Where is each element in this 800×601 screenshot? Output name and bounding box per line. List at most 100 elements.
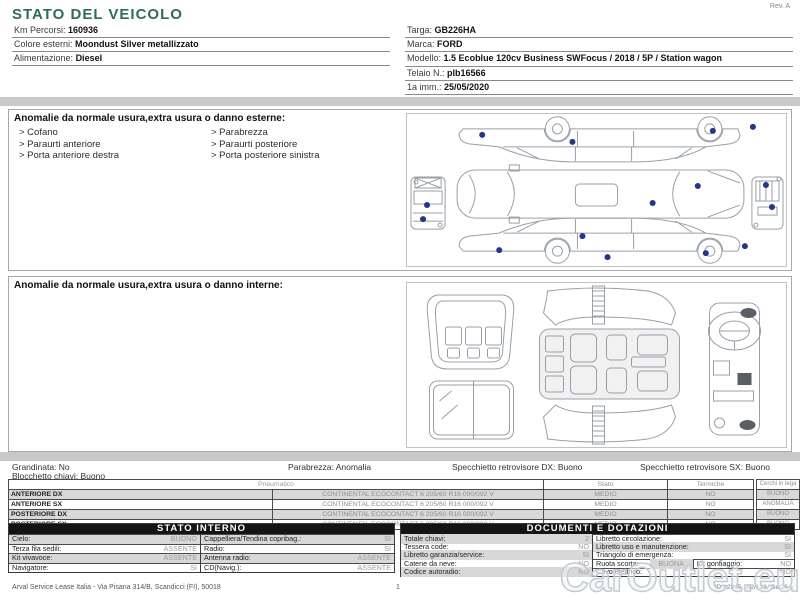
info-value: FORD	[437, 39, 463, 49]
info-label: 1a imm.:	[407, 82, 442, 92]
documenti-row: Totale chiavi: 2 Libretto circolazione: …	[401, 533, 794, 544]
field-value: NO	[578, 558, 589, 568]
col-header-termiche: Termiche	[696, 481, 725, 488]
field-value: ASSENTE	[163, 553, 198, 563]
info-label: Colore esterni:	[14, 39, 73, 49]
documenti-row: Libretto garanzia/service: SI Triangolo …	[401, 550, 794, 561]
tyre-row: ANTERIORE DX CONTINENTAL ECOCONTACT 6 20…	[8, 490, 754, 500]
field-label: Navigatore:	[12, 562, 49, 572]
footer-page-number: 1	[396, 584, 400, 591]
info-value: GB226HA	[434, 25, 477, 35]
tyre-stato: MEDIO	[544, 500, 668, 509]
tyre-row: POSTERIORE DX CONTINENTAL ECOCONTACT 6 2…	[8, 510, 754, 520]
vehicle-info-right: Targa: GB226HA Marca: FORD Modello: 1.5 …	[405, 24, 793, 95]
damage-item: > Porta posteriore sinistra	[211, 150, 320, 161]
field-label: Libretto circolazione:	[592, 533, 736, 544]
field-value: SI	[784, 550, 791, 560]
field-label: Terza fila sedili:	[12, 543, 62, 553]
vehicle-info-left: Km Percorsi: 160936 Colore esterni: Moon…	[12, 24, 390, 66]
info-label: Telaio N.:	[407, 68, 445, 78]
damage-item: > Porta anteriore destra	[19, 150, 120, 161]
col-header-pneumatico: Pneumatico	[9, 480, 544, 489]
internal-damage-section: Anomalie da normale usura,extra usura o …	[8, 276, 792, 452]
field-value: SI	[384, 543, 391, 553]
field-label: Triangolo di emergenza:	[592, 550, 736, 561]
info-row-marca: Marca: FORD	[405, 38, 793, 52]
info-value: Diesel	[75, 53, 103, 63]
damage-item: > Parabrezza	[211, 127, 268, 138]
stato-interno-row: Cielo: BUONO Cappelliera/Tendina copriba…	[9, 534, 394, 545]
summary-parabrezza: Parabrezza: Anomalia	[288, 462, 372, 472]
field-value: SI	[784, 533, 791, 543]
info-label: Marca:	[407, 39, 435, 49]
field-value: NO	[578, 542, 590, 552]
damage-item: > Cofano	[19, 127, 58, 138]
page-title: STATO DEL VEICOLO	[12, 6, 183, 23]
field-value: SI	[736, 542, 794, 553]
summary-blocchetto: Blocchetto chiavi: Buono	[12, 471, 106, 481]
tyre-stato: MEDIO	[544, 490, 668, 499]
tyre-position: ANTERIORE SX	[9, 500, 273, 509]
field-label: Cielo:	[12, 534, 31, 544]
field-label: Tessera code:	[404, 542, 449, 552]
stato-interno-row: Terza fila sedili: ASSENTE Radio: SI	[9, 543, 394, 554]
footer-company: Arval Service Lease Italia - Via Pisana …	[12, 584, 221, 591]
documenti-row: Tessera code: NO Libretto uso e manutenz…	[401, 542, 794, 553]
field-label: Cavo elettrico:	[592, 567, 736, 578]
summary-grandinata: Grandinata: No	[12, 462, 70, 472]
damage-item: > Paraurti posteriore	[211, 138, 298, 150]
tyre-termiche: NO	[705, 501, 716, 508]
documenti-row: Catene da neve: NO Ruota scorta: BUONA K…	[401, 558, 794, 569]
field-value: SI	[384, 534, 391, 544]
info-row-modello: Modello: 1.5 Ecoblue 120cv Business SWFo…	[405, 52, 793, 67]
tyre-termiche: NO	[705, 511, 716, 518]
interior-diagram-box	[406, 282, 787, 448]
documenti-row: Codice autoradio: NO Cavo elettrico: NO	[401, 567, 794, 578]
field-value: NO	[535, 567, 593, 578]
col-header-stato: Stato	[544, 480, 668, 489]
info-row-targa: Targa: GB226HA	[405, 24, 793, 38]
external-damage-list-right: > Parabrezza > Paraurti posteriore > Por…	[211, 127, 320, 162]
tyre-row: ANTERIORE SX CONTINENTAL ECOCONTACT 6 20…	[8, 500, 754, 510]
field-label: Kit gonfiaggio:	[696, 558, 743, 568]
field-value: NO	[780, 567, 791, 577]
field-value: NO	[780, 558, 792, 568]
field-value: SI	[190, 562, 198, 572]
external-damage-section: Anomalie da normale usura,extra usura o …	[8, 109, 792, 271]
documenti-table: DOCUMENTI E DOTAZIONI Totale chiavi: 2 L…	[400, 523, 795, 578]
field-value: ASSENTE	[357, 562, 391, 572]
stato-interno-row: Kit vivavoce: ASSENTE Antenna radio: ASS…	[9, 553, 394, 564]
info-label: Targa:	[407, 25, 433, 35]
summary-specchietto-sx: Specchietto retrovisore SX: Buono	[640, 462, 770, 472]
cerchio-value: BUONO	[766, 491, 789, 497]
field-label: Kit vivavoce:	[12, 553, 53, 563]
info-row-colore: Colore esterni: Moondust Silver metalliz…	[12, 38, 390, 52]
field-label: Antenna radio:	[200, 553, 324, 564]
info-label: Modello:	[407, 53, 442, 63]
info-value: plb16566	[447, 68, 486, 78]
tyre-spec: CONTINENTAL ECOCONTACT 6 205/60 R16 000/…	[273, 500, 544, 509]
info-row-km: Km Percorsi: 160936	[12, 24, 390, 38]
info-value: 160936	[68, 25, 99, 35]
field-label: Cappelliera/Tendina copribag.:	[200, 534, 324, 545]
info-value: 1.5 Ecoblue 120cv Business SWFocus / 201…	[443, 53, 722, 63]
field-label: Libretto garanzia/service:	[401, 550, 536, 561]
field-value: ASSENTE	[163, 543, 198, 553]
tyre-position: POSTERIORE DX	[9, 510, 273, 519]
tyre-stato: MEDIO	[544, 510, 668, 519]
damage-item: > Paraurti anteriore	[19, 138, 101, 150]
field-label: CD(Navig.):	[200, 562, 324, 573]
info-value: Moondust Silver metallizzato	[75, 39, 199, 49]
col-header-cerchi: Cerchi in lega	[759, 481, 797, 487]
separator-bar	[0, 97, 800, 106]
field-label: Radio:	[200, 543, 324, 554]
revision-label: Rev. A	[769, 3, 790, 10]
damage-dots-exterior	[420, 123, 775, 261]
external-damage-list-left: > Cofano > Paraurti anteriore > Porta an…	[19, 127, 119, 162]
field-label: Ruota scorta:	[592, 558, 650, 569]
footer-doc-id: ID 42945.162/123, Ge/26	[714, 584, 788, 591]
tyre-header-row: Pneumatico Stato Termiche	[8, 479, 754, 490]
field-value: ASSENTE	[357, 553, 391, 563]
exterior-diagram-box	[406, 113, 787, 267]
